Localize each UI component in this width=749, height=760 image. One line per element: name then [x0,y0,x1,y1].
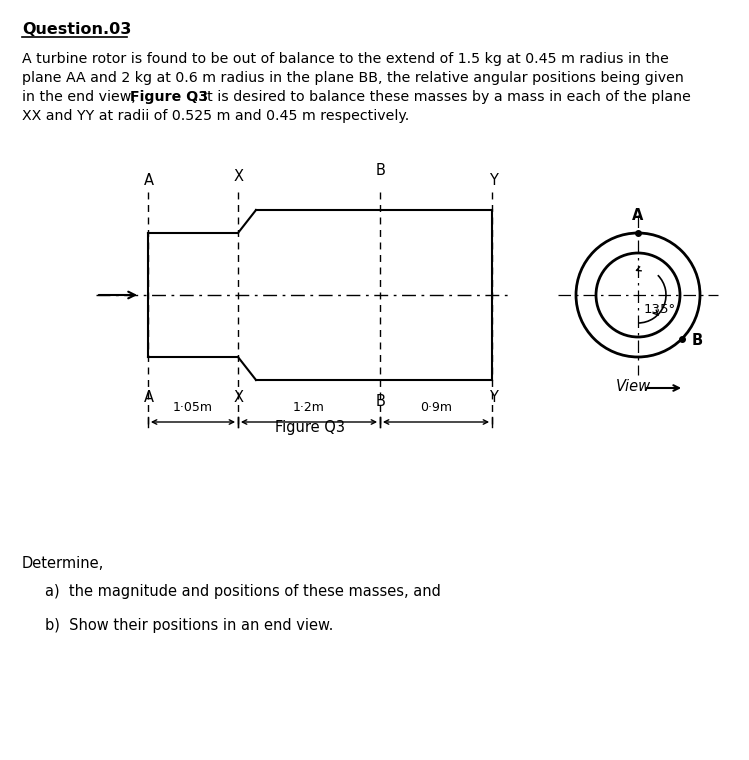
Text: B: B [376,394,386,409]
Text: 0·9m: 0·9m [420,401,452,414]
Text: A: A [144,173,154,188]
Text: . It is desired to balance these masses by a mass in each of the plane: . It is desired to balance these masses … [194,90,691,104]
Text: Figure Q3: Figure Q3 [275,420,345,435]
Text: B: B [692,334,703,348]
Text: Figure Q3: Figure Q3 [130,90,208,104]
Text: View: View [616,379,651,394]
Text: Question.03: Question.03 [22,22,131,37]
Text: a)  the magnitude and positions of these masses, and: a) the magnitude and positions of these … [45,584,441,599]
Text: X: X [234,169,244,184]
Text: A turbine rotor is found to be out of balance to the extend of 1.5 kg at 0.45 m : A turbine rotor is found to be out of ba… [22,52,669,66]
Text: B: B [376,163,386,178]
Text: 1·05m: 1·05m [173,401,213,414]
Text: A: A [144,390,154,405]
Text: A: A [632,208,643,223]
Text: 135°: 135° [644,303,676,316]
Text: Y: Y [488,390,497,405]
Text: XX and YY at radii of 0.525 m and 0.45 m respectively.: XX and YY at radii of 0.525 m and 0.45 m… [22,109,409,123]
Text: 1·2m: 1·2m [293,401,325,414]
Text: Determine,: Determine, [22,556,104,571]
Text: in the end view,: in the end view, [22,90,140,104]
Text: b)  Show their positions in an end view.: b) Show their positions in an end view. [45,618,333,633]
Text: plane AA and 2 kg at 0.6 m radius in the plane BB, the relative angular position: plane AA and 2 kg at 0.6 m radius in the… [22,71,684,85]
Text: X: X [234,390,244,405]
Text: Y: Y [488,173,497,188]
